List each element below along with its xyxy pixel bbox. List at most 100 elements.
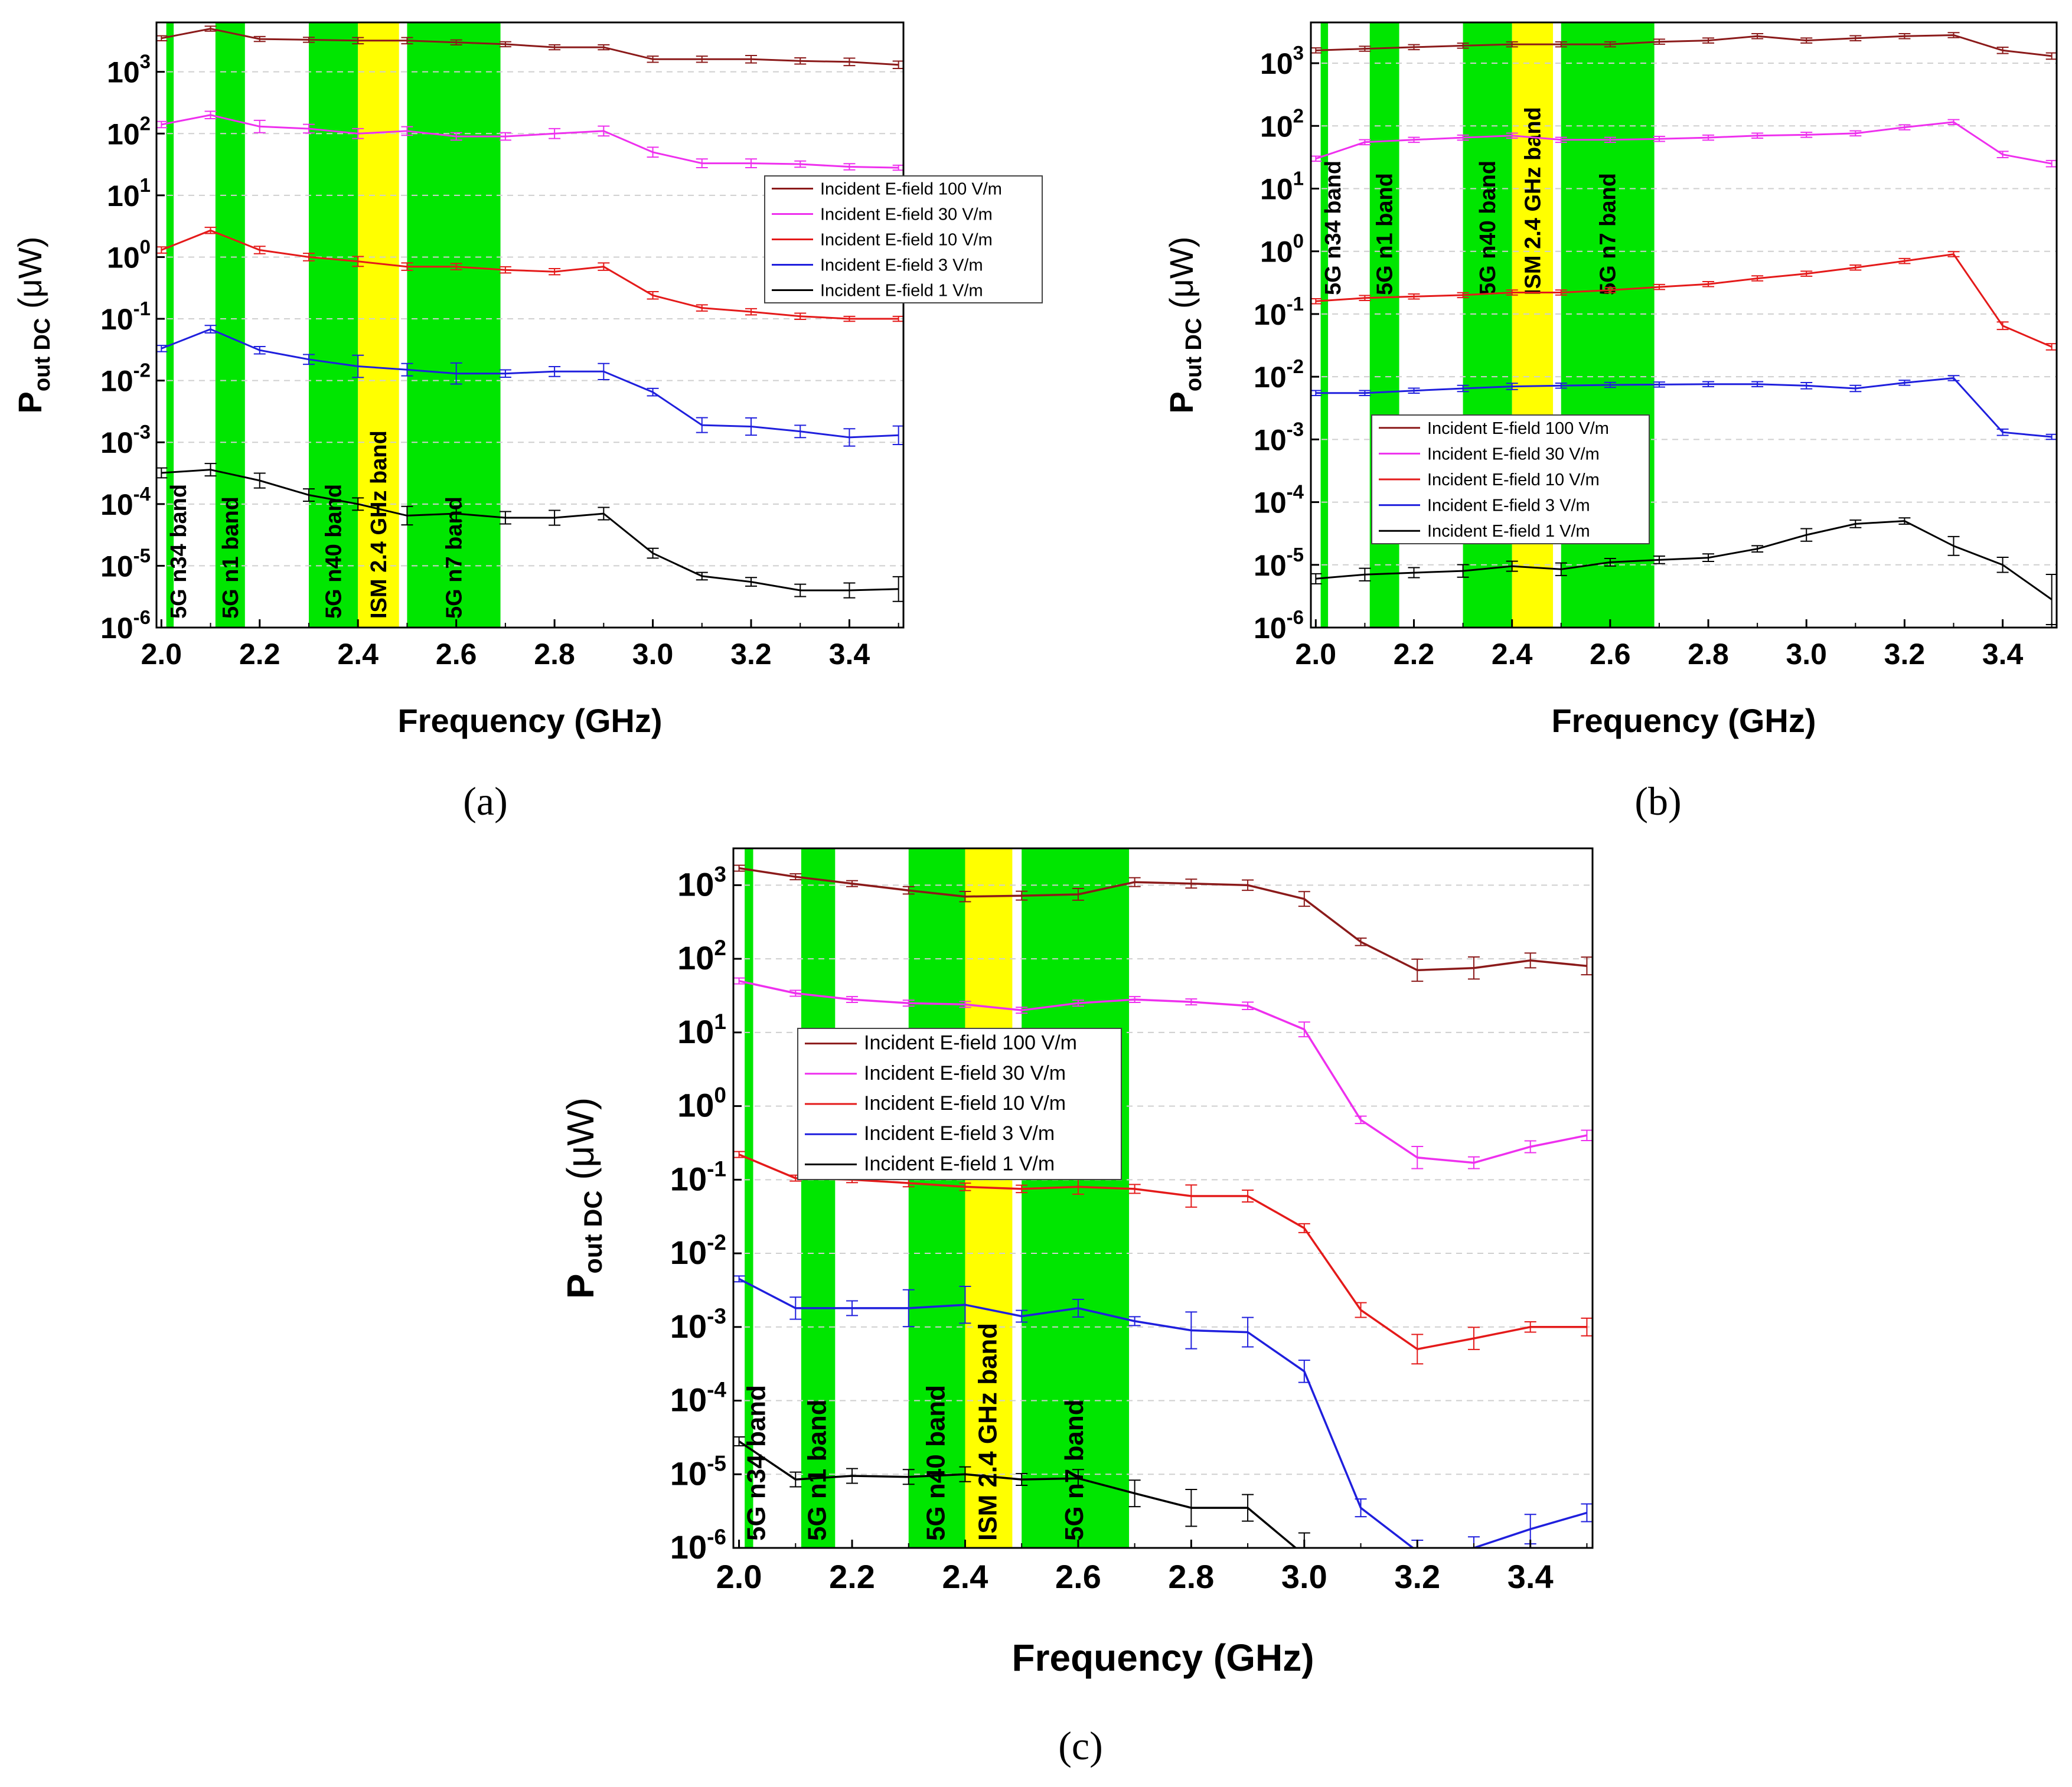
series-incident-e-field-1-v-m (1311, 517, 2057, 625)
band-5g-n34-band (745, 848, 753, 1548)
error-bar (156, 35, 168, 41)
error-bar (204, 110, 217, 120)
error-bar (843, 315, 856, 322)
y-tick-label: 10-5 (100, 544, 151, 583)
error-bar (1016, 1184, 1028, 1194)
band-5g-n7-band (1022, 848, 1130, 1548)
y-tick-label: 102 (1260, 104, 1304, 143)
legend: Incident E-field 100 V/m Incident E-field… (797, 1028, 1122, 1180)
error-bar (1947, 32, 1960, 38)
error-bar (733, 977, 745, 985)
error-bar (1072, 887, 1084, 901)
error-bar (1996, 151, 2009, 158)
error-bar (549, 267, 561, 276)
y-tick-label: 103 (107, 51, 151, 89)
series-incident-e-field-30-v-m (733, 977, 1593, 1169)
legend-entry: Incident E-field 100 V/m (864, 1032, 1077, 1054)
series-incident-e-field-1-v-m (156, 463, 903, 602)
error-bar (1996, 428, 2009, 436)
error-bar (204, 25, 217, 32)
error-bar (1359, 139, 1371, 146)
legend-entry: Incident E-field 3 V/m (1427, 496, 1590, 515)
error-bar (1800, 37, 1813, 44)
error-bar (1467, 1536, 1480, 1548)
error-bar (1311, 47, 1322, 54)
error-bar (1298, 1021, 1310, 1038)
series-line (161, 28, 899, 66)
error-bar (1849, 384, 1862, 393)
error-bar (1457, 292, 1469, 299)
error-bar (156, 345, 168, 352)
error-bar (1524, 1321, 1536, 1333)
error-bar (794, 312, 807, 320)
error-bar (1524, 1140, 1536, 1154)
error-bar (1311, 390, 1322, 396)
error-bar (959, 1286, 971, 1324)
y-tick-label: 101 (1260, 167, 1304, 205)
y-tick-label: 10-3 (670, 1304, 726, 1345)
error-bar (2045, 52, 2057, 60)
error-bar (1185, 878, 1197, 889)
error-bar (647, 387, 659, 397)
band-5g-n34-band (166, 22, 174, 628)
error-bar (1653, 381, 1665, 388)
error-bar (450, 132, 462, 141)
y-tick-label: 100 (677, 1083, 726, 1124)
error-bar (902, 1469, 915, 1485)
error-bar (959, 1001, 971, 1008)
error-bar (843, 582, 856, 599)
error-bar (1506, 41, 1518, 48)
error-bar (1996, 321, 2009, 331)
series-line (738, 1440, 1298, 1548)
x-tick-label: 2.6 (1055, 1558, 1101, 1595)
x-tick-label: 2.8 (1688, 638, 1729, 671)
y-tick-label: 10-3 (100, 421, 151, 459)
error-bar (1072, 999, 1084, 1007)
error-bar (902, 999, 915, 1007)
band-label-5g-n1-band: 5G n1 band (803, 1399, 832, 1541)
error-bar (499, 266, 511, 274)
error-bar (450, 362, 462, 385)
band-label-5g-n7-band: 5G n7 band (442, 496, 467, 619)
gridlines (733, 884, 1593, 1548)
x-tick-label: 2.0 (1296, 638, 1337, 671)
error-bar (745, 308, 758, 316)
legend-entry: Incident E-field 1 V/m (1427, 522, 1590, 541)
legend-entry: Incident E-field 30 V/m (864, 1062, 1066, 1084)
y-tick-label: 10-4 (100, 483, 151, 521)
error-bar (733, 1436, 745, 1446)
error-bar (1849, 520, 1862, 528)
band-label-5g-n34-band: 5G n34 band (167, 484, 191, 619)
series-line (161, 328, 899, 439)
error-bar (499, 132, 511, 141)
x-tick-label: 2.0 (716, 1558, 762, 1595)
error-bar (1947, 375, 1960, 381)
error-bar (401, 37, 413, 45)
error-bar (1359, 295, 1371, 302)
band-label-5g-n40-band: 5G n40 band (322, 484, 347, 619)
error-bar (1947, 251, 1960, 257)
error-bar (647, 290, 659, 300)
error-bar (1604, 136, 1616, 143)
x-tick-label: 2.0 (141, 638, 182, 671)
plot-frame (155, 21, 905, 629)
error-bar (302, 37, 315, 43)
error-bar (1016, 1473, 1028, 1487)
error-bar (789, 1471, 802, 1488)
error-bar (1457, 564, 1469, 578)
error-bar (1751, 132, 1764, 139)
x-axis-title: Frequency (GHz) (1551, 702, 1816, 739)
band-label-5g-n34-band: 5G n34 band (1321, 161, 1346, 295)
x-tick-label: 2.4 (1492, 638, 1533, 671)
y-tick-label: 10-2 (670, 1230, 726, 1271)
error-bar (352, 37, 364, 45)
error-bar (253, 345, 266, 355)
error-bar (1242, 1316, 1254, 1348)
panel-label-a: (a) (463, 779, 507, 824)
y-tick-label: 10-4 (670, 1378, 727, 1419)
error-bar (696, 158, 708, 168)
series-line (738, 1278, 1587, 1548)
error-bar (892, 164, 903, 171)
legend: Incident E-field 100 V/m Incident E-field… (764, 175, 1043, 303)
